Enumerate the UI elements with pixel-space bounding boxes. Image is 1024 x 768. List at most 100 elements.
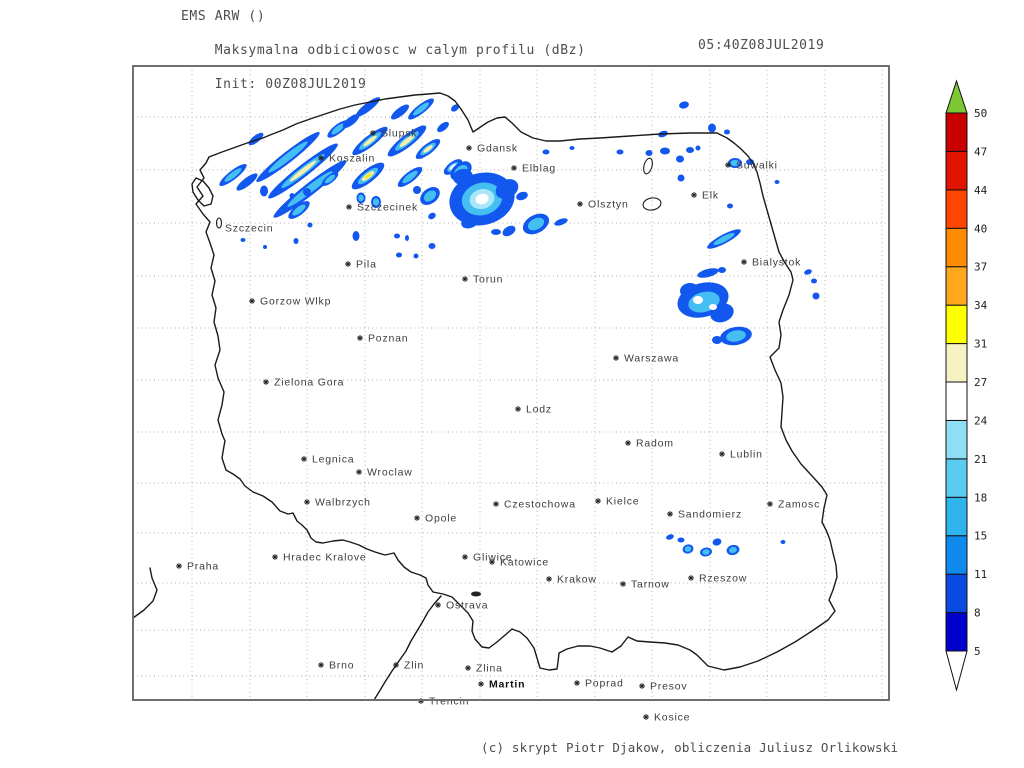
- city-marker: [620, 581, 626, 587]
- colorbar-label: 50: [974, 107, 987, 120]
- city-marker: [356, 469, 362, 475]
- city-marker: [462, 276, 468, 282]
- echo-shape: [811, 278, 817, 284]
- city-label: Praha: [187, 561, 219, 573]
- echo-shape: [358, 194, 364, 202]
- city-marker: [318, 155, 324, 161]
- city-marker: [301, 456, 307, 462]
- city-label: Olsztyn: [588, 199, 629, 211]
- city-marker: [435, 602, 441, 608]
- city-marker: [688, 575, 694, 581]
- city-label: Warszawa: [624, 353, 679, 365]
- city-label: Krakow: [557, 574, 597, 586]
- city-label: Poznan: [368, 333, 408, 345]
- colorbar-arrow-top: [945, 79, 968, 114]
- city-marker: [493, 501, 499, 507]
- city-marker: [725, 162, 731, 168]
- city-marker: [719, 451, 725, 457]
- city-marker: [318, 662, 324, 668]
- city-label: Czestochowa: [504, 499, 576, 511]
- city-marker: [639, 683, 645, 689]
- city-label: Wroclaw: [367, 467, 413, 479]
- echo-shape: [475, 193, 489, 205]
- echo-shape: [399, 135, 415, 147]
- city-marker: [393, 662, 399, 668]
- city-label: Lublin: [730, 449, 763, 461]
- colorbar-label: 31: [974, 338, 987, 351]
- echo-shape: [727, 203, 733, 209]
- city-label: Gorzow Wlkp: [260, 296, 331, 308]
- echo-shape: [289, 160, 317, 182]
- echo-shape: [527, 217, 545, 231]
- reflectivity-echoes: [219, 97, 820, 557]
- city-labels: Slupsk Koszalin Szczecinek Szczecin Gdansk El…: [176, 128, 819, 724]
- echo-shape: [453, 168, 473, 186]
- city-label: Brno: [329, 660, 354, 672]
- colorbar-label: 8: [974, 607, 981, 620]
- colorbar-label: 11: [974, 568, 987, 581]
- city-label: Koszalin: [329, 153, 375, 165]
- echo-shape: [780, 540, 786, 544]
- city-label: Gdansk: [477, 143, 518, 155]
- colorbar-segment: [945, 189, 968, 229]
- echo-shape: [331, 123, 345, 135]
- city-marker: [370, 130, 376, 136]
- echo-shape: [324, 174, 336, 184]
- city-marker: [643, 714, 649, 720]
- echo-shape: [684, 546, 692, 552]
- city-label: Elk: [702, 190, 719, 202]
- city-label: Legnica: [312, 454, 354, 466]
- czech-slovak-border: [373, 595, 442, 701]
- colorbar-segment: [945, 304, 968, 345]
- echo-shape: [569, 146, 575, 150]
- city-label: Walbrzych: [315, 497, 371, 509]
- echo-shape: [666, 534, 674, 540]
- city-label: Radom: [636, 438, 674, 450]
- map-frame-rect: [132, 65, 890, 701]
- echo-shape: [676, 155, 684, 163]
- city-label: Hradec Kralove: [283, 552, 367, 564]
- echo-shape: [730, 159, 740, 167]
- echo-shape: [713, 232, 735, 246]
- city-label: Trencin: [429, 696, 469, 708]
- city-label: Lodz: [526, 404, 552, 416]
- echo-shape: [660, 147, 670, 155]
- map-frame: [132, 65, 890, 701]
- echo-shape: [616, 149, 624, 155]
- colorbar-segment: [945, 573, 968, 614]
- echo-shape: [726, 330, 746, 342]
- echo-shape: [491, 229, 501, 235]
- echo-shape: [709, 304, 717, 310]
- colorbar-label: 18: [974, 491, 987, 504]
- colorbar-label: 44: [974, 184, 988, 197]
- city-label: Katowice: [500, 557, 549, 569]
- city-label: Ostrava: [446, 600, 488, 612]
- city-marker: [478, 681, 484, 687]
- echo-shape: [702, 549, 710, 555]
- city-marker: [357, 335, 363, 341]
- echo-shape: [423, 145, 433, 153]
- colorbar-segment: [945, 150, 968, 191]
- echo-shape: [724, 129, 730, 135]
- city-label: Rzeszow: [699, 573, 747, 585]
- colorbar-segment: [945, 496, 968, 537]
- city-marker: [577, 201, 583, 207]
- city-label: Zlin: [404, 660, 424, 672]
- echo-shape: [293, 238, 299, 244]
- echo-shape: [352, 231, 360, 241]
- city-label: Poprad: [585, 678, 624, 690]
- city-marker: [546, 576, 552, 582]
- city-label: Zielona Gora: [274, 377, 344, 389]
- colorbar-label: 24: [974, 414, 988, 427]
- colorbar-segment: [945, 227, 968, 268]
- colorbar-label: 5: [974, 645, 981, 658]
- echo-shape: [396, 252, 402, 258]
- city-label: Kielce: [606, 496, 639, 508]
- city-marker: [691, 192, 697, 198]
- echo-shape: [461, 215, 479, 229]
- city-marker: [304, 499, 310, 505]
- city-marker: [767, 501, 773, 507]
- german-czech-border: [132, 567, 158, 619]
- colorbar-segment: [945, 535, 968, 575]
